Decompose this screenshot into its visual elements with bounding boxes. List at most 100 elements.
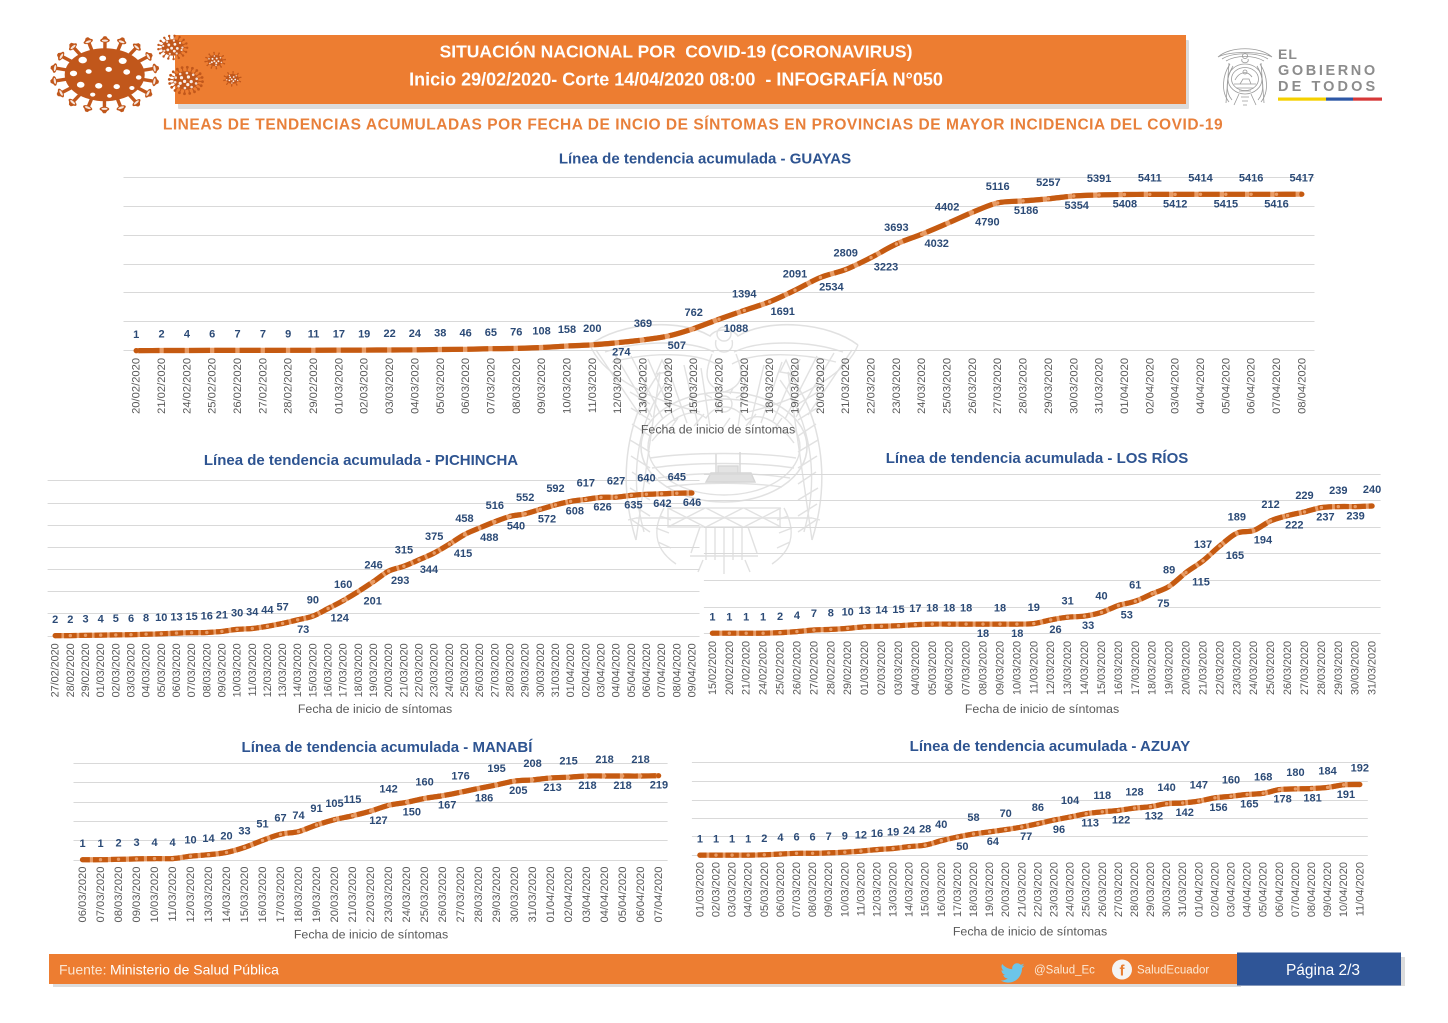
svg-text:13/03/2020: 13/03/2020 — [638, 358, 650, 414]
svg-text:05/03/2020: 05/03/2020 — [156, 643, 168, 697]
svg-text:30: 30 — [231, 608, 243, 620]
svg-text:14/03/2020: 14/03/2020 — [1079, 641, 1091, 695]
svg-text:115: 115 — [344, 794, 362, 806]
svg-text:115: 115 — [1192, 577, 1210, 589]
svg-text:27/02/2020: 27/02/2020 — [257, 358, 269, 414]
svg-text:08/04/2020: 08/04/2020 — [1306, 862, 1318, 917]
svg-text:03/03/2020: 03/03/2020 — [893, 641, 905, 695]
svg-text:4: 4 — [151, 837, 158, 849]
svg-text:02/04/2020: 02/04/2020 — [580, 643, 592, 697]
svg-text:16: 16 — [201, 611, 213, 623]
svg-text:31: 31 — [1061, 595, 1073, 607]
svg-text:07/03/2020: 07/03/2020 — [961, 641, 973, 695]
svg-text:01/04/2020: 01/04/2020 — [1193, 862, 1205, 917]
svg-text:1: 1 — [709, 611, 715, 623]
svg-text:29/03/2020: 29/03/2020 — [491, 867, 503, 923]
svg-text:13/03/2020: 13/03/2020 — [888, 862, 900, 917]
svg-text:218: 218 — [595, 754, 613, 766]
svg-text:22/03/2020: 22/03/2020 — [414, 643, 426, 697]
svg-text:GOBIERNO: GOBIERNO — [1278, 63, 1378, 79]
svg-text:01/03/2020: 01/03/2020 — [859, 641, 871, 695]
svg-text:26/03/2020: 26/03/2020 — [1282, 641, 1294, 695]
svg-text:11/04/2020: 11/04/2020 — [1354, 862, 1366, 916]
svg-text:03/04/2020: 03/04/2020 — [596, 643, 608, 697]
svg-text:18: 18 — [994, 602, 1006, 614]
svg-text:200: 200 — [583, 323, 601, 335]
svg-text:2: 2 — [158, 329, 164, 341]
svg-text:27/03/2020: 27/03/2020 — [1299, 641, 1311, 695]
svg-text:Línea de tendencia acumulada -: Línea de tendencia acumulada - GUAYAS — [559, 151, 851, 168]
svg-text:25/02/2020: 25/02/2020 — [207, 358, 219, 414]
svg-text:Fecha de inicio de síntomas: Fecha de inicio de síntomas — [298, 702, 452, 716]
svg-text:06/03/2020: 06/03/2020 — [460, 358, 472, 414]
svg-text:16/03/2020: 16/03/2020 — [257, 867, 269, 923]
svg-text:08/04/2020: 08/04/2020 — [671, 643, 683, 697]
svg-text:1: 1 — [760, 611, 766, 623]
svg-text:03/03/2020: 03/03/2020 — [727, 862, 739, 917]
svg-text:29/03/2020: 29/03/2020 — [1043, 358, 1055, 414]
svg-text:21/03/2020: 21/03/2020 — [1198, 641, 1210, 695]
svg-text:08/04/2020: 08/04/2020 — [1296, 358, 1308, 414]
svg-text:06/03/2020: 06/03/2020 — [775, 862, 787, 917]
svg-text:11/03/2020: 11/03/2020 — [167, 867, 179, 922]
svg-text:22/03/2020: 22/03/2020 — [1032, 862, 1044, 917]
svg-text:Línea de tendencia acumulada -: Línea de tendencia acumulada - LOS RÍOS — [886, 450, 1189, 467]
svg-text:33: 33 — [238, 826, 250, 838]
svg-text:04/04/2020: 04/04/2020 — [599, 867, 611, 923]
svg-text:04/03/2020: 04/03/2020 — [409, 358, 421, 414]
svg-text:26/03/2020: 26/03/2020 — [437, 867, 449, 923]
svg-text:572: 572 — [538, 513, 556, 525]
svg-text:23/03/2020: 23/03/2020 — [891, 358, 903, 414]
svg-text:6: 6 — [810, 832, 816, 844]
svg-text:20/03/2020: 20/03/2020 — [1000, 862, 1012, 917]
svg-text:645: 645 — [668, 471, 686, 483]
svg-text:11/03/2020: 11/03/2020 — [247, 643, 259, 696]
svg-text:5416: 5416 — [1239, 173, 1263, 185]
svg-text:10: 10 — [842, 607, 854, 619]
svg-text:5354: 5354 — [1064, 200, 1089, 212]
svg-text:201: 201 — [364, 596, 382, 608]
svg-text:24/03/2020: 24/03/2020 — [916, 358, 928, 414]
svg-text:160: 160 — [415, 777, 433, 789]
svg-text:1: 1 — [726, 611, 732, 623]
svg-text:15/03/2020: 15/03/2020 — [920, 862, 932, 917]
svg-text:77: 77 — [1020, 831, 1032, 843]
svg-text:178: 178 — [1273, 794, 1291, 806]
svg-text:13: 13 — [858, 605, 870, 617]
svg-text:4: 4 — [184, 329, 191, 341]
svg-text:176: 176 — [451, 770, 469, 782]
svg-text:4: 4 — [794, 610, 801, 622]
svg-text:5391: 5391 — [1087, 173, 1111, 185]
svg-text:181: 181 — [1303, 793, 1321, 805]
svg-text:13: 13 — [170, 611, 182, 623]
svg-text:14/03/2020: 14/03/2020 — [663, 358, 675, 414]
svg-text:04/03/2020: 04/03/2020 — [743, 862, 755, 917]
svg-text:1: 1 — [133, 329, 139, 341]
svg-text:02/03/2020: 02/03/2020 — [711, 862, 723, 917]
svg-text:762: 762 — [685, 307, 703, 319]
svg-text:15/02/2020: 15/02/2020 — [707, 641, 719, 695]
svg-text:375: 375 — [425, 531, 443, 543]
svg-text:9: 9 — [285, 329, 291, 341]
svg-text:07/04/2020: 07/04/2020 — [1290, 862, 1302, 917]
svg-text:05/04/2020: 05/04/2020 — [626, 643, 638, 697]
svg-text:21: 21 — [216, 610, 228, 622]
svg-text:06/04/2020: 06/04/2020 — [1246, 358, 1258, 414]
svg-text:10/03/2020: 10/03/2020 — [562, 358, 574, 414]
svg-text:21/02/2020: 21/02/2020 — [156, 358, 168, 414]
svg-text:24: 24 — [903, 825, 916, 837]
svg-text:30/03/2020: 30/03/2020 — [1068, 358, 1080, 414]
svg-text:26: 26 — [1049, 624, 1061, 636]
svg-text:5116: 5116 — [986, 181, 1010, 193]
svg-text:28/03/2020: 28/03/2020 — [1018, 358, 1030, 414]
svg-text:25/03/2020: 25/03/2020 — [419, 867, 431, 923]
svg-text:1088: 1088 — [724, 323, 748, 335]
svg-text:31/03/2020: 31/03/2020 — [527, 867, 539, 923]
svg-text:Página 2/3: Página 2/3 — [1286, 962, 1360, 979]
svg-text:18: 18 — [960, 602, 972, 614]
svg-text:02/04/2020: 02/04/2020 — [563, 867, 575, 923]
svg-text:191: 191 — [1337, 789, 1355, 801]
svg-text:06/04/2020: 06/04/2020 — [1274, 862, 1286, 917]
svg-text:07/04/2020: 07/04/2020 — [1271, 358, 1283, 414]
svg-text:04/03/2020: 04/03/2020 — [910, 641, 922, 695]
